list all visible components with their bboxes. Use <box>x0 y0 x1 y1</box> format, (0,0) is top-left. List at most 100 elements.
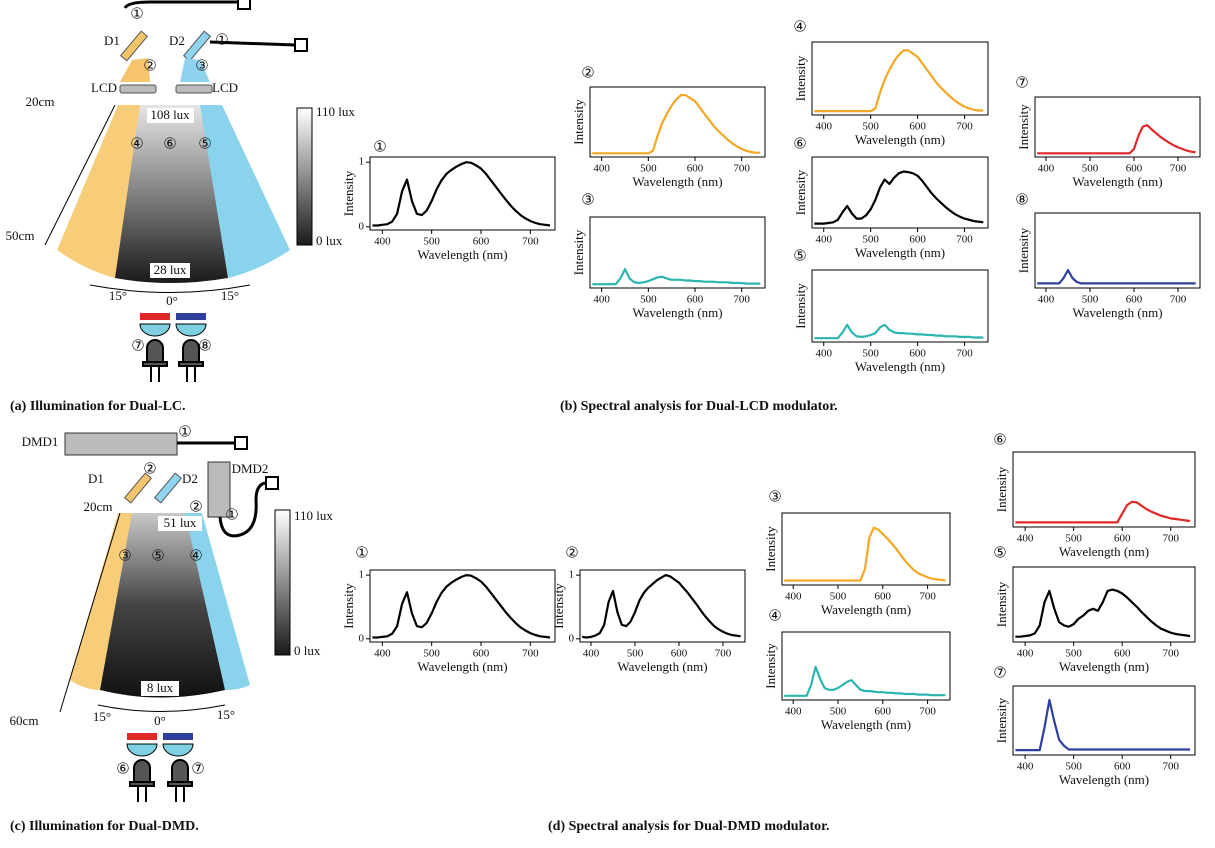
x-tick-label: 600 <box>473 236 490 248</box>
x-tick-label: 500 <box>862 234 879 246</box>
spectrum-line <box>784 526 946 582</box>
spectrum-line <box>784 665 946 697</box>
axes-frame <box>1034 96 1201 158</box>
mirror-d1 <box>119 30 149 62</box>
x-tick-label: 700 <box>733 163 750 175</box>
label: 60cm <box>10 713 39 728</box>
distance-line <box>44 104 116 246</box>
plot-label: ⑤ <box>793 247 806 265</box>
label: DMD1 <box>22 434 59 449</box>
spectrum-line <box>372 161 551 227</box>
plot-label: ④ <box>793 18 806 36</box>
x-axis-label: Wavelength (nm) <box>855 245 945 260</box>
x-tick-label: 500 <box>423 236 440 248</box>
lens <box>139 323 171 337</box>
axes-frame <box>1034 212 1201 289</box>
x-tick-label: 700 <box>919 706 936 718</box>
label: ⑥ <box>163 135 176 153</box>
x-tick-label: 500 <box>1065 648 1082 660</box>
y-axis-label: Intensity <box>551 583 566 629</box>
axes-frame <box>811 269 989 343</box>
plot-label: ② <box>581 64 594 82</box>
spectrum-plot: ① 400 500 600 700 0 1 Wavelength (nm) Intensity <box>341 544 556 674</box>
label-bg <box>158 516 202 531</box>
y-tick-label: 0 <box>359 632 365 644</box>
x-axis-label: Wavelength (nm) <box>632 305 722 320</box>
spectrum-plot: ⑤ 400 500 600 700 Wavelength (nm) Intensity <box>793 247 989 374</box>
y-tick-label: 0 <box>569 632 575 644</box>
x-tick-label: 400 <box>593 294 610 306</box>
x-tick-label: 400 <box>583 648 600 660</box>
label: 15° <box>217 707 235 722</box>
x-tick-label: 500 <box>1082 163 1099 175</box>
mirror-d2 <box>153 472 183 504</box>
x-tick-label: 500 <box>830 706 847 718</box>
dmd1 <box>64 432 178 456</box>
lens <box>175 323 207 337</box>
label: D2 <box>182 471 198 486</box>
x-tick-label: 600 <box>687 163 704 175</box>
spectrum-line <box>1037 124 1196 155</box>
spectrum-line <box>814 170 984 225</box>
y-axis-label: Intensity <box>793 55 808 101</box>
spectrum-line <box>1015 588 1191 638</box>
label: D1 <box>104 33 120 48</box>
y-axis-label: Intensity <box>1016 227 1031 273</box>
dmd2 <box>207 461 231 518</box>
led <box>178 339 204 382</box>
x-tick-label: 500 <box>1065 533 1082 545</box>
axes-frame <box>781 631 951 701</box>
x-tick-label: 400 <box>815 234 832 246</box>
y-tick-label: 1 <box>359 156 365 168</box>
mirror-d1 <box>123 472 153 504</box>
filter-blue <box>176 313 206 320</box>
led <box>129 759 155 802</box>
label: 8 lux <box>147 680 174 695</box>
plot-label: ⑦ <box>993 664 1006 682</box>
x-axis-label: Wavelength (nm) <box>855 132 945 147</box>
x-tick-label: 600 <box>473 648 490 660</box>
x-tick-label: 600 <box>1114 648 1131 660</box>
x-tick-label: 600 <box>909 348 926 360</box>
label: ② <box>189 498 202 516</box>
spectrum-line <box>1037 269 1196 285</box>
x-tick-label: 600 <box>687 294 704 306</box>
axes-frame <box>811 41 989 116</box>
y-axis-label: Intensity <box>763 643 778 689</box>
plot-label: ③ <box>768 488 781 506</box>
x-tick-label: 600 <box>909 234 926 246</box>
axes-frame <box>589 216 766 289</box>
fan-left <box>57 105 145 278</box>
label: 20cm <box>26 94 55 109</box>
label: ④ <box>189 547 202 565</box>
spectrum-line <box>592 94 761 155</box>
x-axis-label: Wavelength (nm) <box>821 717 911 732</box>
spectrum-plot: ④ 400 500 600 700 Wavelength (nm) Intensity <box>793 18 989 147</box>
x-tick-label: 700 <box>715 648 732 660</box>
label: 15° <box>93 709 111 724</box>
plug <box>237 0 251 10</box>
lcd <box>119 84 157 94</box>
filter-red <box>127 733 157 740</box>
x-tick-label: 500 <box>862 348 879 360</box>
label: ⑥ <box>116 760 129 778</box>
axes-frame <box>369 569 556 643</box>
label-bg <box>150 263 190 278</box>
colorbar-label: 110 lux <box>294 508 333 523</box>
cable <box>218 481 266 538</box>
fan-center <box>100 513 225 698</box>
lens <box>162 743 194 757</box>
filter-blue <box>163 733 193 740</box>
x-axis-label: Wavelength (nm) <box>1059 772 1149 787</box>
caption: (d) Spectral analysis for Dual-DMD modul… <box>548 819 830 834</box>
fan-right <box>195 105 290 278</box>
diagram-c: DMD1 ① ② DMD2 D1 D2 ② ① 20cm 51 lux ③ ⑤ … <box>10 423 334 835</box>
x-tick-label: 700 <box>522 236 539 248</box>
colorbar-label: 0 lux <box>294 643 321 658</box>
label: ③ <box>118 547 131 565</box>
x-tick-label: 400 <box>815 121 832 133</box>
y-axis-label: Intensity <box>1016 104 1031 150</box>
spectrum-plot: ⑥ 400 500 600 700 Wavelength (nm) Intensity <box>993 431 1196 559</box>
plug <box>234 436 248 450</box>
spectrum-plot: ⑦ 400 500 600 700 Wavelength (nm) Intensity <box>993 664 1196 787</box>
